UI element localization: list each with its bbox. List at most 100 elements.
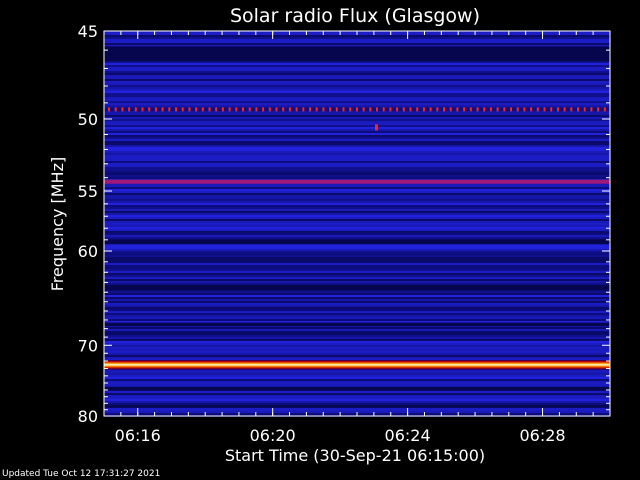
- emission-dot: [288, 107, 291, 112]
- emission-dot: [469, 107, 472, 112]
- spectrogram-band: [104, 41, 610, 43]
- emission-dot: [496, 107, 499, 112]
- emission-dot: [409, 107, 412, 112]
- spectrogram-band: [104, 273, 610, 275]
- spectrogram-band: [104, 131, 610, 133]
- spectrogram-band: [104, 399, 610, 401]
- x-tick-label: 06:24: [385, 426, 431, 445]
- spectrogram-band: [104, 339, 610, 341]
- emission-dot: [355, 107, 358, 112]
- spectrogram-band: [104, 337, 610, 339]
- spectrogram-band: [104, 191, 610, 193]
- spectrogram-band: [104, 177, 610, 179]
- spectrogram-band: [104, 101, 610, 103]
- spectrogram-band: [104, 353, 610, 355]
- spectrogram-band: [104, 279, 610, 281]
- spectrogram-band: [104, 73, 610, 75]
- spectrogram-band: [104, 167, 610, 169]
- emission-dot: [543, 107, 546, 112]
- spectrogram-band: [104, 299, 610, 301]
- emission-dot: [443, 107, 445, 112]
- spectrogram-band: [104, 43, 610, 45]
- emission-dot: [396, 107, 399, 112]
- spectrogram-band: [104, 229, 610, 231]
- spectrogram-band: [104, 265, 610, 267]
- emission-dot: [329, 107, 332, 112]
- emission-features: [104, 107, 610, 370]
- spectrogram-band: [104, 121, 610, 123]
- spectrogram-band: [104, 295, 610, 297]
- spectrogram-band: [104, 169, 610, 171]
- spectrogram-band: [104, 221, 610, 223]
- emission-dot: [228, 107, 231, 112]
- emission-dot: [188, 107, 191, 112]
- emission-dot: [570, 107, 573, 112]
- spectrogram-band: [104, 409, 610, 411]
- spectrogram-band: [104, 401, 610, 403]
- dark-band: [104, 239, 610, 245]
- spectrogram-band: [104, 271, 610, 273]
- spectrogram-band: [104, 215, 610, 217]
- spectrogram-band: [104, 281, 610, 283]
- emission-dot: [114, 107, 117, 112]
- emission-dot: [402, 107, 405, 112]
- emission-dot: [315, 107, 318, 112]
- spectrogram-band: [104, 317, 610, 319]
- spectrogram-band: [104, 127, 610, 129]
- emission-dot: [436, 107, 439, 112]
- spectrogram-band: [104, 381, 610, 383]
- spectrogram-band: [104, 357, 610, 359]
- x-tick-label: 06:16: [115, 426, 161, 445]
- x-axis-label: Start Time (30-Sep-21 06:15:00): [225, 446, 485, 465]
- spectrogram-band: [104, 351, 610, 353]
- dark-band: [104, 322, 610, 327]
- spectrogram-band: [104, 277, 610, 279]
- emission-dot: [154, 107, 157, 112]
- spectrogram-band: [104, 189, 610, 191]
- spectrogram-band: [104, 319, 610, 321]
- emission-dot: [416, 107, 419, 112]
- spectrogram-band: [104, 297, 610, 299]
- emission-dot: [523, 107, 526, 112]
- y-axis-label: Frequency [MHz]: [48, 157, 67, 291]
- spectrogram-band: [104, 263, 610, 265]
- spectrogram-band: [104, 83, 610, 85]
- spectrogram-band: [104, 165, 610, 167]
- spectrogram-band: [104, 133, 610, 135]
- spectrogram-band: [104, 151, 610, 153]
- spectrogram-band: [104, 403, 610, 405]
- spectrogram-band: [104, 123, 610, 125]
- spectrogram-band: [104, 163, 610, 165]
- spectrogram-band: [104, 35, 610, 37]
- spectrogram-band: [104, 45, 610, 47]
- x-tick-label: 06:28: [519, 426, 565, 445]
- spectrogram-band: [104, 63, 610, 65]
- spectrogram-band: [104, 111, 610, 113]
- spectrogram-band: [104, 79, 610, 81]
- spectrogram-band: [104, 195, 610, 197]
- spectrogram-band: [104, 137, 610, 139]
- emission-dot: [369, 107, 372, 112]
- emission-dot: [476, 107, 479, 112]
- spectrogram-band: [104, 185, 610, 187]
- spectrogram-band: [104, 135, 610, 137]
- spectrogram-band: [104, 103, 610, 105]
- y-tick-label: 80: [78, 407, 98, 426]
- spectrogram-band: [104, 113, 610, 115]
- faint-band: [104, 179, 610, 184]
- spectrogram-band: [104, 355, 610, 357]
- emission-dot: [221, 107, 224, 112]
- dark-band: [104, 386, 610, 391]
- spectrogram-band: [104, 257, 610, 259]
- spectrogram-band: [104, 213, 610, 215]
- spectrogram-band: [104, 395, 610, 397]
- spectrogram-band: [104, 155, 610, 157]
- spectrogram-band: [104, 219, 610, 221]
- spectrogram-band: [104, 99, 610, 101]
- emission-dot: [201, 107, 204, 112]
- spectrogram-band: [104, 205, 610, 207]
- emission-dot: [168, 107, 171, 112]
- spectrogram-band: [104, 129, 610, 131]
- spectrogram-band: [104, 91, 610, 93]
- spectrogram-band: [104, 253, 610, 255]
